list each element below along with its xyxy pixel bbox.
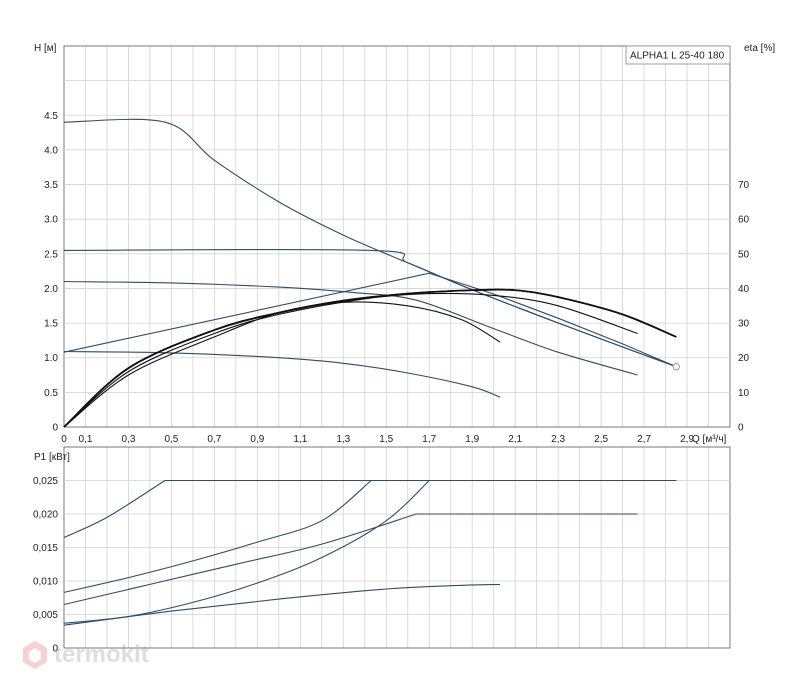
bottom-tick-labels: 0 0,005 0,010 0,015 0,020 0,025 bbox=[33, 476, 58, 655]
q-tick-label: 1,5 bbox=[379, 434, 393, 445]
eta-tick-label: 40 bbox=[738, 284, 750, 295]
efficiency-curve bbox=[63, 288, 677, 428]
efficiency-curve bbox=[63, 292, 638, 428]
head-curve bbox=[63, 272, 677, 368]
q-tick-label: 0,7 bbox=[207, 434, 221, 445]
p1-tick-label: 0,005 bbox=[33, 610, 58, 621]
q-tick-label: 2,3 bbox=[551, 434, 565, 445]
h-tick-label: 0 bbox=[52, 423, 58, 434]
q-tick-label: 0,5 bbox=[164, 434, 178, 445]
eta-tick-label: 50 bbox=[738, 249, 750, 260]
q-tick-label: 2,7 bbox=[637, 434, 651, 445]
p1-tick-label: 0,015 bbox=[33, 543, 58, 554]
q-tick-label: 1,1 bbox=[293, 434, 307, 445]
efficiency-curve bbox=[63, 288, 677, 428]
efficiency-curve bbox=[63, 301, 501, 428]
p1-axis-label: P1 [кВт] bbox=[34, 452, 70, 463]
h-tick-label: 2.5 bbox=[44, 249, 58, 260]
power-curve bbox=[63, 480, 430, 624]
p1-tick-label: 0,025 bbox=[33, 476, 58, 487]
head-curve bbox=[63, 248, 677, 368]
h-tick-label: 4.0 bbox=[44, 145, 58, 156]
q-tick-label: 0,1 bbox=[79, 434, 93, 445]
eta-tick-label: 60 bbox=[738, 215, 750, 226]
power-curve bbox=[63, 583, 501, 626]
h-tick-label: 1.0 bbox=[44, 353, 58, 364]
h-axis-label: H [м] bbox=[34, 43, 57, 54]
h-tick-label: 0.5 bbox=[44, 388, 58, 399]
eta-tick-label: 70 bbox=[738, 180, 750, 191]
top-tick-labels: 0 0.5 1.0 1.5 2.0 2.5 3.0 3.5 4.0 4.5 0 10 20 30 40 50 6… bbox=[44, 111, 749, 445]
p1-tick-label: 0,020 bbox=[33, 510, 58, 521]
h-tick-label: 3.0 bbox=[44, 215, 58, 226]
model-label: ALPHA1 L 25-40 180 bbox=[630, 51, 725, 62]
top-grid bbox=[63, 45, 731, 428]
h-tick-label: 2.0 bbox=[44, 284, 58, 295]
watermark-text: termokit bbox=[54, 641, 149, 668]
head-curve bbox=[63, 280, 638, 376]
top-curves bbox=[63, 118, 677, 428]
q-tick-label: 1,7 bbox=[422, 434, 436, 445]
eta-axis-label: eta [%] bbox=[744, 43, 775, 54]
watermark: termokit bbox=[22, 640, 149, 670]
power-curve bbox=[63, 479, 677, 538]
h-tick-label: 1.5 bbox=[44, 319, 58, 330]
q-tick-label: 2,5 bbox=[594, 434, 608, 445]
q-tick-label: 0 bbox=[61, 434, 67, 445]
eta-tick-label: 10 bbox=[738, 388, 750, 399]
bottom-curves bbox=[63, 479, 677, 626]
power-curve bbox=[63, 513, 638, 606]
p1-tick-label: 0 bbox=[52, 644, 58, 655]
operating-end-marker bbox=[672, 363, 680, 371]
q-axis-label: Q [м³/ч] bbox=[692, 434, 727, 445]
h-tick-label: 4.5 bbox=[44, 111, 58, 122]
head-curve bbox=[63, 118, 677, 368]
bottom-grid bbox=[63, 446, 731, 649]
q-tick-label: 1,3 bbox=[336, 434, 350, 445]
h-tick-label: 3.5 bbox=[44, 180, 58, 191]
termokit-logo-icon bbox=[23, 641, 47, 669]
eta-tick-label: 0 bbox=[738, 423, 744, 434]
model-label-box bbox=[625, 45, 731, 65]
eta-tick-label: 30 bbox=[738, 319, 750, 330]
q-tick-label: 2,9 bbox=[680, 434, 694, 445]
p1-tick-label: 0,010 bbox=[33, 577, 58, 588]
top-grid-frame bbox=[63, 45, 731, 428]
power-curve bbox=[63, 479, 677, 593]
q-tick-label: 2,1 bbox=[508, 434, 522, 445]
q-tick-label: 1,9 bbox=[465, 434, 479, 445]
eta-tick-label: 20 bbox=[738, 353, 750, 364]
q-tick-label: 0,9 bbox=[250, 434, 264, 445]
q-tick-label: 0,3 bbox=[121, 434, 135, 445]
